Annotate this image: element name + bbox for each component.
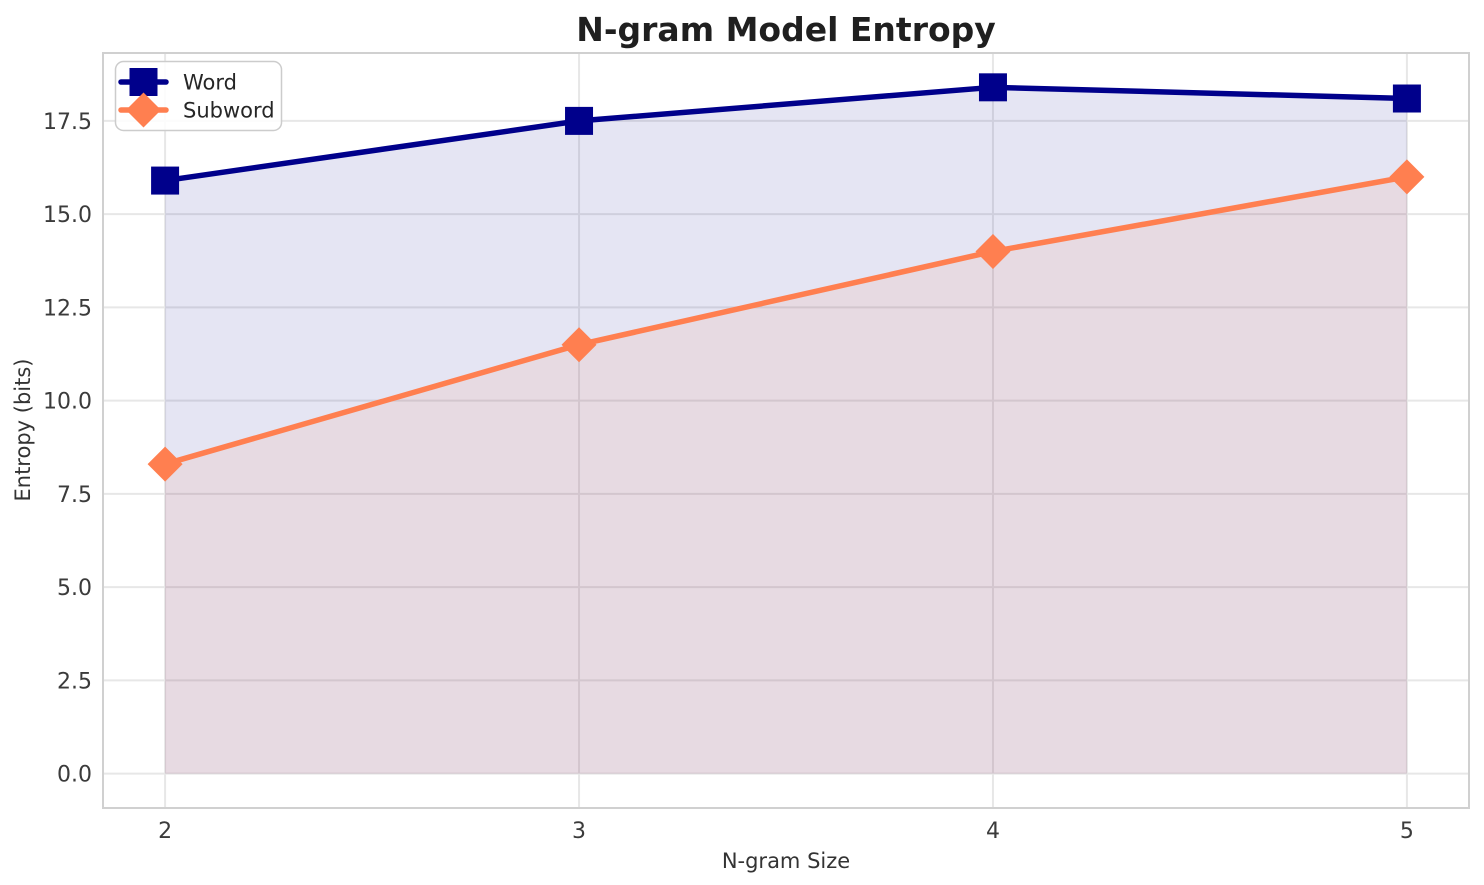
x-axis-label: N-gram Size — [722, 849, 850, 873]
chart-title: N-gram Model Entropy — [576, 10, 996, 49]
legend-diamond-marker — [126, 92, 161, 128]
x-tick-label: 2 — [158, 819, 172, 844]
subword-diamond-marker — [975, 233, 1011, 269]
x-tick-label: 5 — [1400, 819, 1414, 844]
subword-area-fill — [165, 176, 1407, 774]
legend-label: Subword — [183, 99, 275, 123]
plot-area: 2 3 4 5 0.0 2.5 5.0 7.5 10.0 12.5 15.0 17.5 — [43, 52, 1470, 844]
word-area-fill — [165, 87, 1407, 774]
y-tick-label: 5.0 — [57, 576, 92, 601]
y-tick-label: 7.5 — [57, 483, 92, 508]
word-line — [162, 84, 1410, 184]
subword-diamond-marker — [147, 446, 183, 482]
word-square-marker — [1392, 84, 1421, 113]
word-square-marker — [978, 73, 1007, 102]
y-axis-label: Entropy (bits) — [11, 359, 35, 502]
y-tick-label: 15.0 — [43, 203, 92, 228]
y-tick-label: 2.5 — [57, 669, 92, 694]
y-tick-label: 0.0 — [57, 763, 92, 788]
x-tick-label: 4 — [986, 819, 1000, 844]
legend-square-marker — [129, 68, 158, 96]
subword-diamond-marker — [1389, 159, 1425, 195]
word-square-marker — [565, 106, 594, 135]
x-tick-label: 3 — [572, 819, 586, 844]
legend-label: Word — [183, 71, 237, 95]
y-tick-label: 12.5 — [43, 296, 92, 321]
y-tick-label: 10.0 — [43, 390, 92, 415]
subword-diamond-marker — [561, 327, 597, 363]
legend: Word Subword — [114, 60, 283, 132]
plot-border — [102, 52, 1470, 809]
y-tick-label: 17.5 — [43, 110, 92, 135]
subword-line — [162, 174, 1410, 467]
word-square-marker — [151, 166, 180, 195]
